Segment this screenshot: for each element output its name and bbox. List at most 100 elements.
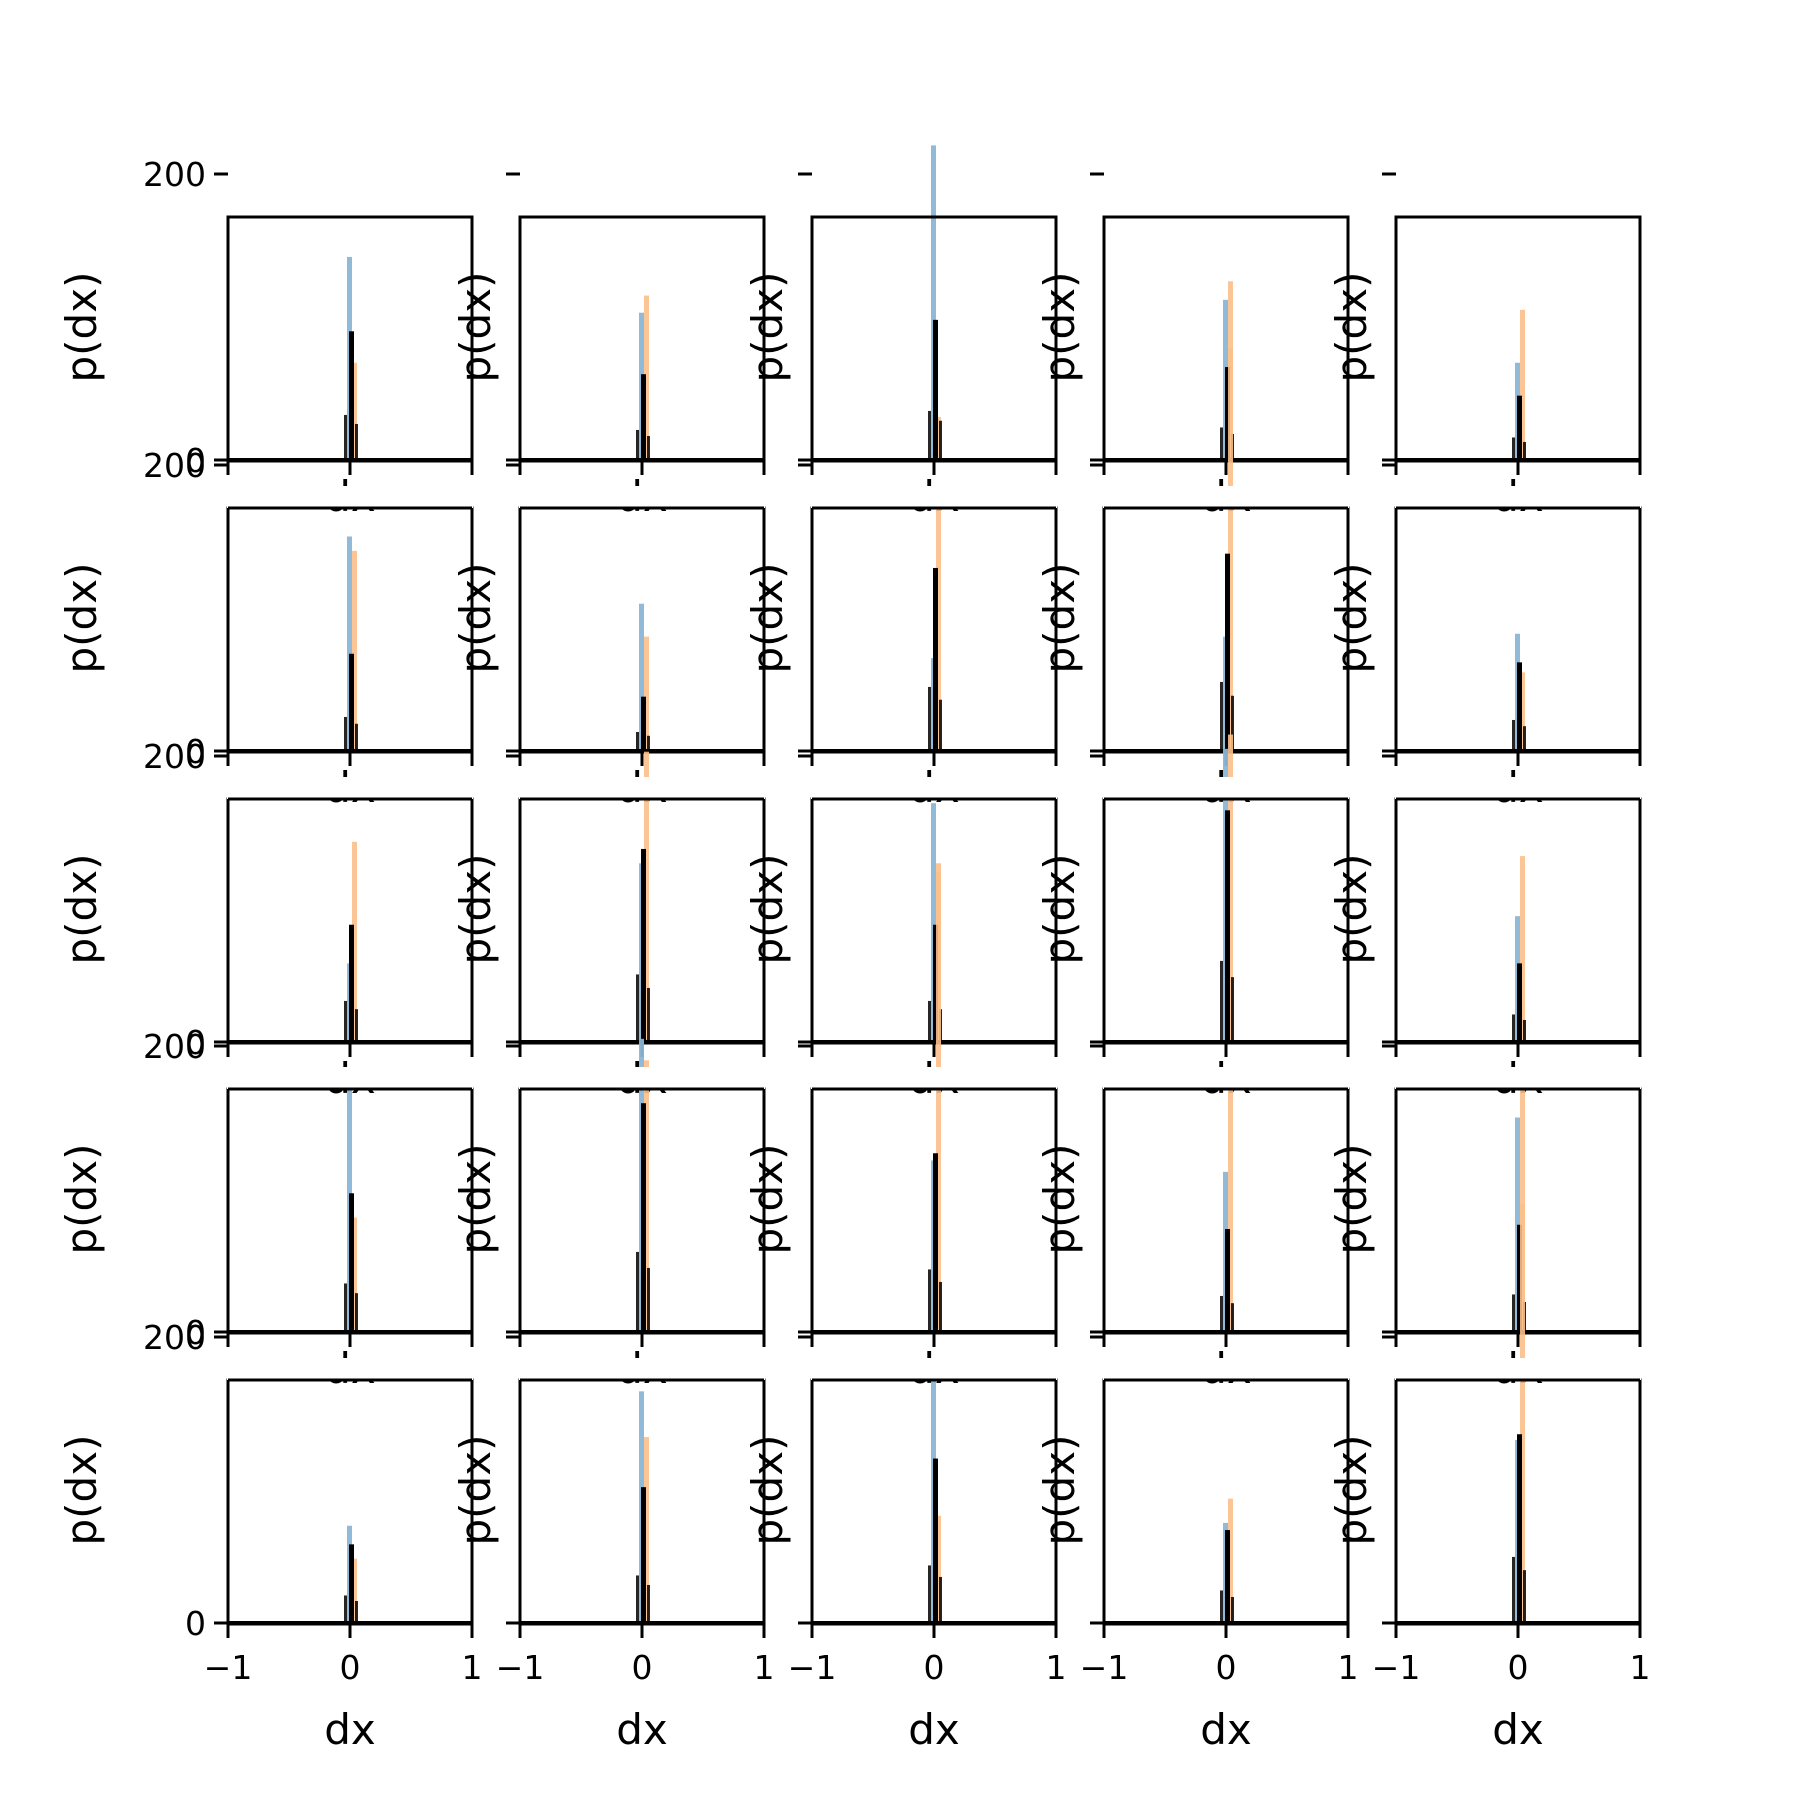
x-axis-label: dx (908, 1705, 960, 1754)
histogram-bar-minor-1 (928, 1269, 931, 1332)
histogram-bar-series-3 (1225, 367, 1230, 460)
panel-r4-c2: p(dx)dx (451, 1038, 766, 1393)
y-tick-label: 200 (143, 446, 206, 485)
histogram-bar-minor-2 (355, 723, 358, 751)
histogram-bar-minor-2 (939, 1281, 942, 1332)
panel-top-gap (227, 1067, 473, 1089)
panel-top-gap (1395, 1358, 1641, 1380)
y-tick-label: 200 (143, 155, 206, 194)
x-tick-label: 0 (340, 1648, 361, 1687)
histogram-bar-series-2 (352, 550, 357, 751)
histogram-bar-minor-1 (636, 1251, 639, 1332)
histogram-bar-minor-1 (1220, 1590, 1223, 1623)
histogram-bar-series-2 (1228, 1498, 1233, 1623)
histogram-bar-series-2 (644, 295, 649, 460)
y-axis-label: p(dx) (1327, 563, 1376, 674)
y-axis-label: p(dx) (1035, 563, 1084, 674)
y-axis-label: p(dx) (57, 854, 106, 965)
x-axis-label: dx (1492, 1705, 1544, 1754)
histogram-bar-minor-2 (1523, 1019, 1526, 1042)
y-tick-label: 0 (185, 441, 206, 480)
histogram-bar-series-2 (644, 636, 649, 751)
x-tick-label: −1 (1080, 1648, 1129, 1687)
x-tick-label: 0 (1508, 1648, 1529, 1687)
histogram-bar-series-2 (352, 1217, 357, 1332)
histogram-bar-minor-2 (647, 987, 650, 1042)
y-tick-label: 200 (143, 737, 206, 776)
histogram-bar-minor-2 (647, 735, 650, 751)
panel-top-gap (227, 777, 473, 799)
histogram-bar-series-3 (641, 374, 646, 460)
histogram-bar-minor-2 (939, 420, 942, 460)
x-axis-label: dx (1200, 1705, 1252, 1754)
histogram-bar-series-2 (1520, 309, 1525, 460)
histogram-bar-minor-1 (1220, 1295, 1223, 1332)
y-axis-label: p(dx) (743, 272, 792, 383)
y-tick-label: 200 (143, 1318, 206, 1357)
histogram-bar-series-2 (1228, 1070, 1233, 1332)
histogram-bar-minor-1 (344, 414, 347, 460)
y-axis-label: p(dx) (451, 272, 500, 383)
y-axis-label: p(dx) (57, 272, 106, 383)
histogram-bar-series-1 (931, 145, 936, 460)
panel-r2-c4: p(dx)dx (1035, 347, 1350, 812)
histogram-bar-minor-1 (344, 716, 347, 751)
panel-r3-c2: p(dx)dx (451, 751, 766, 1103)
histogram-bar-series-2 (644, 1437, 649, 1623)
panel-r4-c5: p(dx)dx (1327, 1044, 1642, 1393)
x-tick-label: 0 (1216, 1648, 1237, 1687)
histogram-bar-minor-1 (1512, 1294, 1515, 1332)
panel-top-gap (811, 1067, 1057, 1089)
x-tick-label: 1 (1338, 1648, 1359, 1687)
y-axis-label: p(dx) (743, 1144, 792, 1255)
histogram-bar-minor-1 (636, 1575, 639, 1623)
histogram-bar-series-3 (349, 653, 354, 751)
x-tick-label: −1 (204, 1648, 253, 1687)
panel-top-gap (1103, 777, 1349, 799)
y-axis-label: p(dx) (451, 1435, 500, 1546)
y-axis-label: p(dx) (57, 1144, 106, 1255)
x-axis-label: dx (616, 1705, 668, 1754)
histogram-bar-minor-2 (355, 1293, 358, 1332)
y-axis-label: p(dx) (451, 563, 500, 674)
histogram-bar-series-2 (1520, 1067, 1525, 1332)
x-tick-label: 1 (754, 1648, 775, 1687)
x-tick-label: 1 (462, 1648, 483, 1687)
histogram-bar-series-3 (641, 1103, 646, 1332)
panel-top-gap (1103, 1067, 1349, 1089)
x-tick-label: −1 (496, 1648, 545, 1687)
panel-top-gap (519, 1067, 765, 1089)
histogram-bar-minor-1 (1512, 1556, 1515, 1623)
histogram-bar-minor-2 (1523, 1570, 1526, 1623)
histogram-bar-minor-2 (1523, 726, 1526, 751)
panel-top-gap (1395, 486, 1641, 508)
histogram-bar-minor-2 (1231, 1303, 1234, 1332)
histogram-bar-minor-1 (1512, 719, 1515, 751)
panel-r1-c4: p(dx)dx (1035, 172, 1350, 521)
histogram-bar-minor-2 (1231, 1596, 1234, 1623)
histogram-bar-series-3 (1225, 810, 1230, 1042)
panel-r3-c4: p(dx)dx (1035, 734, 1350, 1103)
histogram-bar-series-3 (1225, 553, 1230, 751)
histogram-bar-series-3 (349, 331, 354, 460)
histogram-bar-minor-2 (355, 1600, 358, 1623)
y-axis-label: p(dx) (1327, 272, 1376, 383)
histogram-bar-minor-1 (1512, 1014, 1515, 1042)
histogram-bar-series-3 (349, 1193, 354, 1332)
histogram-bar-series-2 (644, 1060, 649, 1332)
histogram-bar-series-3 (1517, 662, 1522, 751)
panel-r5-c5: −1 0 1 p(dx) dx (1327, 1204, 1651, 1754)
panel-r1-c5: p(dx)dx (1327, 172, 1642, 521)
panel-r2-c3: p(dx)dx (743, 463, 1058, 812)
panel-top-gap (811, 486, 1057, 508)
histogram-bar-series-2 (352, 841, 357, 1042)
panel-top-gap (227, 1358, 473, 1380)
x-tick-label: −1 (788, 1648, 837, 1687)
histogram-bar-minor-1 (928, 410, 931, 460)
panel-top-gap (519, 1358, 765, 1380)
x-tick-label: −1 (1372, 1648, 1421, 1687)
histogram-bar-series-1 (931, 803, 936, 1042)
y-tick-label: 0 (185, 1023, 206, 1062)
